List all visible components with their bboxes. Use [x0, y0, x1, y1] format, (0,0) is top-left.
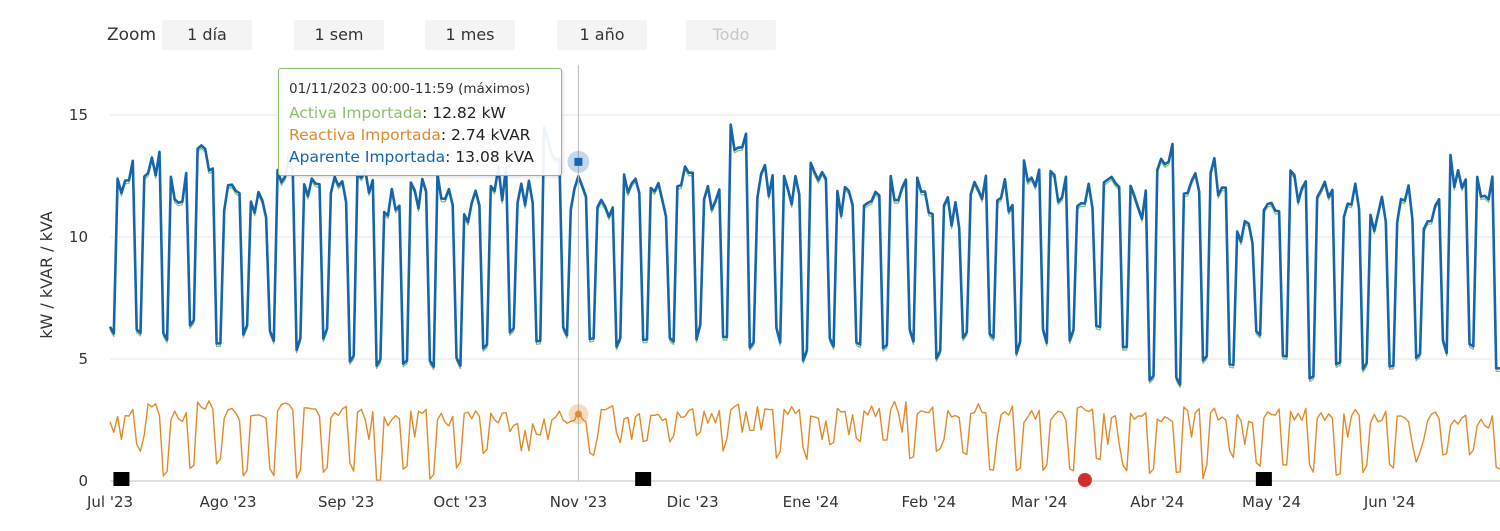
x-tick-label: Oct '23: [433, 493, 487, 511]
x-tick-label: Ago '23: [200, 493, 257, 511]
zoom-all-button: Todo: [686, 20, 776, 50]
series-layer: [108, 123, 1500, 482]
x-tick-label: Dic '23: [667, 493, 719, 511]
x-tick-label: Abr '24: [1130, 493, 1184, 511]
tooltip-row-activa: Activa Importada: 12.82 kW: [289, 102, 551, 124]
x-tick-label: Mar '24: [1011, 493, 1067, 511]
tooltip-row-reactiva: Reactiva Importada: 2.74 kVAR: [289, 124, 551, 146]
tooltip-series-name: Reactiva Importada: [289, 126, 441, 144]
x-tick-label: Sep '23: [318, 493, 374, 511]
zoom-1-day-button[interactable]: 1 día: [162, 20, 252, 50]
x-tick-label: May '24: [1242, 493, 1301, 511]
tooltip-series-value: : 2.74 kVAR: [440, 126, 531, 144]
y-tick-label: 15: [69, 106, 88, 124]
zoom-1-year-button[interactable]: 1 año: [557, 20, 647, 50]
x-tick-label: Feb '24: [901, 493, 956, 511]
y-axis-label: kW / kVAR / kVA: [37, 211, 56, 339]
highlight-point-aparente: [574, 157, 583, 166]
x-tick-label: Jul '23: [86, 493, 133, 511]
y-tick-label: 10: [69, 228, 88, 246]
y-tick-label: 0: [78, 472, 88, 490]
x-tick-label: Ene '24: [783, 493, 839, 511]
x-tick-label: Nov '23: [550, 493, 607, 511]
crosshair: [567, 65, 590, 481]
highlight-point-reactiva: [574, 410, 582, 418]
event-marker-circle: [1077, 473, 1092, 487]
tooltip-header: 01/11/2023 00:00-11:59 (máximos): [289, 81, 531, 97]
event-markers: [113, 472, 1272, 487]
x-tick-label: Jun '24: [1363, 493, 1415, 511]
x-axis: Jul '23 Ago '23 Sep '23 Oct '23 Nov '23 Dic '…: [86, 480, 1500, 511]
zoom-1-month-button[interactable]: 1 mes: [425, 20, 515, 50]
y-axis: 0 5 10 15: [69, 106, 88, 490]
event-marker-square: [113, 472, 130, 486]
tooltip-series-name: Aparente Importada: [289, 148, 446, 166]
tooltip-row-aparente: Aparente Importada: 13.08 kVA: [289, 146, 551, 168]
tooltip: 01/11/2023 00:00-11:59 (máximos) Activa …: [278, 68, 562, 176]
tooltip-series-name: Activa Importada: [289, 104, 423, 122]
tooltip-series-value: : 12.82 kW: [422, 104, 506, 122]
series-line-aparente: [108, 123, 1500, 386]
zoom-1-week-button[interactable]: 1 sem: [294, 20, 384, 50]
tooltip-series-value: : 13.08 kVA: [445, 148, 534, 166]
y-tick-label: 5: [78, 350, 88, 368]
zoom-label: Zoom: [107, 25, 157, 45]
event-marker-square: [1255, 472, 1272, 486]
series-line-reactiva: [109, 400, 1500, 482]
event-marker-square: [635, 472, 652, 486]
